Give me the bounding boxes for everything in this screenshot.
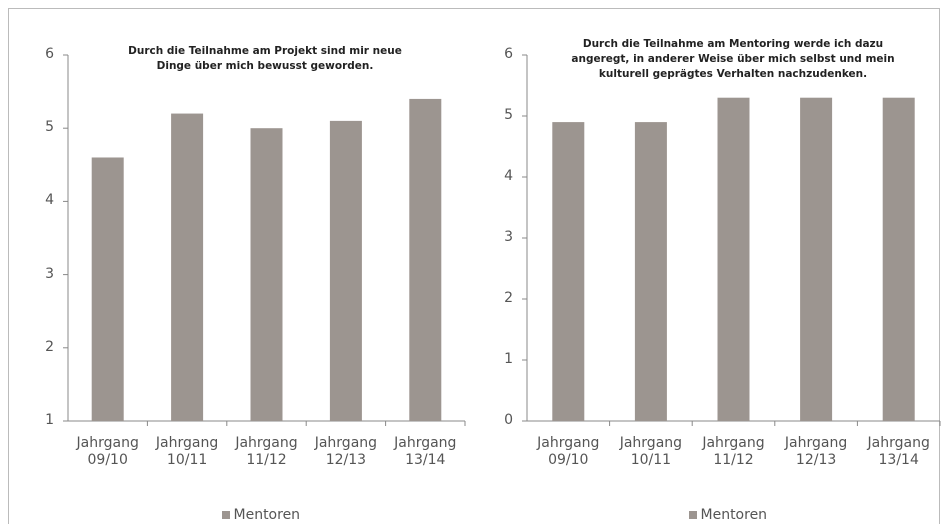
bar xyxy=(91,157,124,422)
chart-title: Durch die Teilnahme am Mentoring werde i… xyxy=(571,38,895,81)
x-tick-label: Jahrgang 09/10 xyxy=(537,435,600,468)
x-tick-label: Jahrgang 09/10 xyxy=(76,435,139,468)
legend: Mentoren xyxy=(221,507,301,524)
legend-swatch xyxy=(221,511,230,520)
bar xyxy=(409,98,442,422)
y-tick-label: 2 xyxy=(45,338,54,355)
x-tick-label: Jahrgang 11/12 xyxy=(702,435,765,468)
x-tick-label: Jahrgang 13/14 xyxy=(394,435,457,468)
chart-title: Durch die Teilnahme am Projekt sind mir … xyxy=(128,45,402,73)
y-tick-label: 4 xyxy=(45,192,54,209)
legend: Mentoren xyxy=(688,507,768,524)
bar xyxy=(800,97,833,421)
bar xyxy=(717,97,750,421)
y-tick-label: 3 xyxy=(504,229,513,245)
x-tick-label: Jahrgang 10/11 xyxy=(155,435,219,468)
y-tick-label: 5 xyxy=(504,107,513,123)
y-tick-label: 5 xyxy=(45,119,54,136)
bar xyxy=(552,122,585,421)
y-tick-label: 4 xyxy=(504,168,513,184)
bar xyxy=(250,128,283,421)
y-tick-label: 3 xyxy=(45,265,54,282)
x-tick-label: Jahrgang 13/14 xyxy=(867,435,930,468)
y-tick-label: 0 xyxy=(504,412,513,428)
x-tick-label: Jahrgang 11/12 xyxy=(235,435,298,468)
bar xyxy=(882,97,915,421)
legend-label: Mentoren xyxy=(700,507,768,523)
bar xyxy=(329,120,362,421)
y-tick-label: 1 xyxy=(45,412,54,428)
legend-swatch xyxy=(688,511,697,520)
y-tick-label: 1 xyxy=(504,351,513,367)
x-tick-label: Jahrgang 12/13 xyxy=(314,435,378,468)
bar xyxy=(171,113,204,421)
y-tick-label: 6 xyxy=(45,46,54,62)
x-tick-label: Jahrgang 12/13 xyxy=(784,435,848,468)
x-tick-label: Jahrgang 10/11 xyxy=(619,435,683,468)
chart-frame xyxy=(8,8,940,524)
y-tick-label: 2 xyxy=(504,290,513,306)
y-tick-label: 6 xyxy=(504,46,513,62)
bar xyxy=(634,122,667,421)
legend-label: Mentoren xyxy=(233,507,301,523)
